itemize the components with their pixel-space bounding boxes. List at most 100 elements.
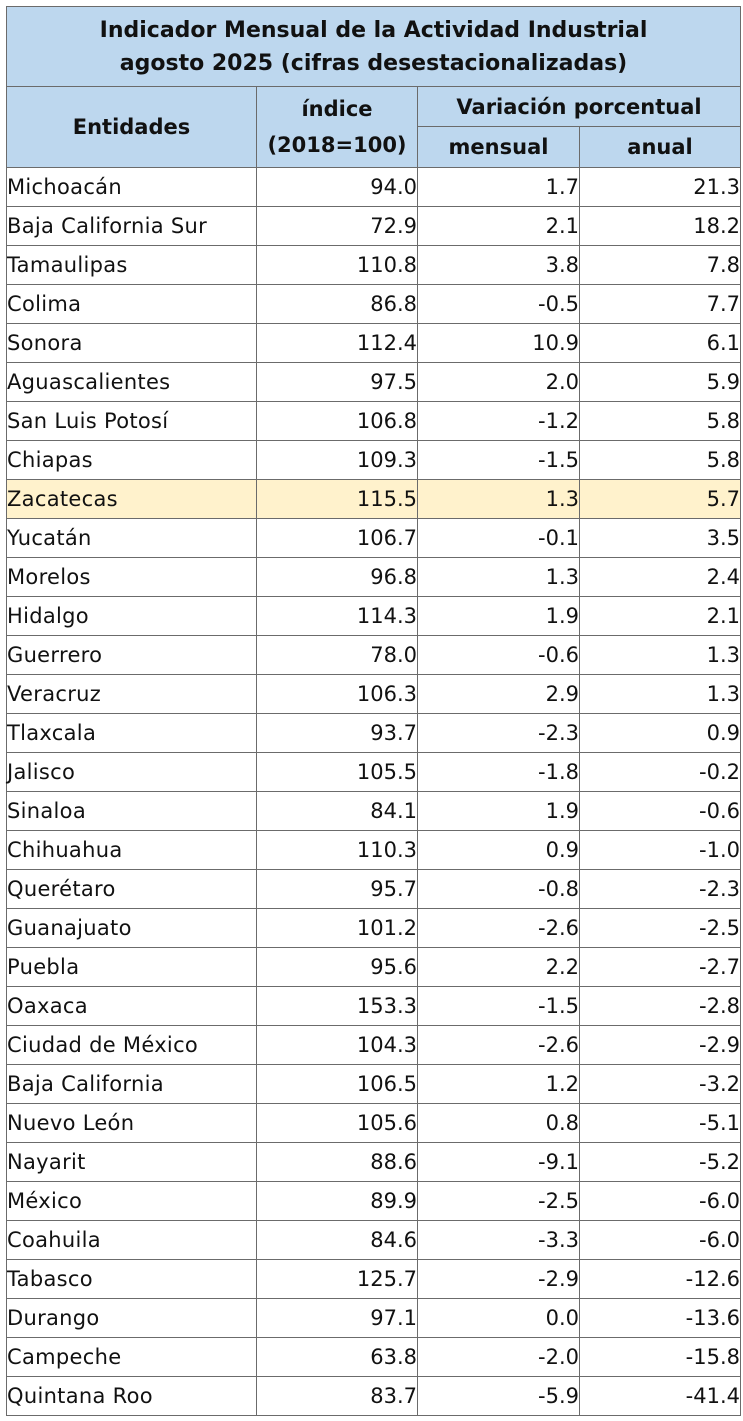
- cell-anual: -0.2: [578, 752, 742, 792]
- cell-entidad: Oaxaca: [6, 986, 257, 1026]
- column-header-indice-line2: (2018=100): [267, 133, 407, 157]
- table-row: Chihuahua 110.3 0.9 -1.0: [6, 830, 742, 870]
- cell-entidad: Coahuila: [6, 1220, 257, 1260]
- cell-mensual: -0.1: [417, 518, 580, 558]
- table-row: Baja California 106.5 1.2 -3.2: [6, 1064, 742, 1104]
- cell-indice: 106.7: [256, 518, 418, 558]
- cell-indice: 88.6: [256, 1142, 418, 1182]
- cell-mensual: -9.1: [417, 1142, 580, 1182]
- cell-entidad: Querétaro: [6, 869, 257, 909]
- cell-anual: 2.1: [578, 596, 742, 636]
- cell-entidad: Baja California Sur: [6, 206, 257, 246]
- cell-indice: 78.0: [256, 635, 418, 675]
- cell-anual: -5.2: [578, 1142, 742, 1182]
- cell-entidad: Michoacán: [6, 167, 257, 207]
- cell-anual: -1.0: [578, 830, 742, 870]
- table-row: Aguascalientes 97.5 2.0 5.9: [6, 362, 742, 402]
- cell-indice: 89.9: [256, 1181, 418, 1221]
- column-header-variacion: Variación porcentual: [416, 86, 742, 127]
- table-row: Querétaro 95.7 -0.8 -2.3: [6, 869, 742, 909]
- table-row: Guerrero 78.0 -0.6 1.3: [6, 635, 742, 675]
- cell-indice: 93.7: [256, 713, 418, 753]
- cell-mensual: 2.1: [417, 206, 580, 246]
- cell-indice: 153.3: [256, 986, 418, 1026]
- column-header-indice-line1: índice: [301, 97, 373, 121]
- cell-indice: 83.7: [256, 1376, 418, 1416]
- cell-mensual: 0.9: [417, 830, 580, 870]
- table-row: Nuevo León 105.6 0.8 -5.1: [6, 1103, 742, 1143]
- cell-indice: 96.8: [256, 557, 418, 597]
- table-row: Chiapas 109.3 -1.5 5.8: [6, 440, 742, 480]
- table-row: Hidalgo 114.3 1.9 2.1: [6, 596, 742, 636]
- cell-anual: 7.8: [578, 245, 742, 285]
- cell-anual: 5.8: [578, 401, 742, 441]
- cell-entidad: Tlaxcala: [6, 713, 257, 753]
- table-row: Oaxaca 153.3 -1.5 -2.8: [6, 986, 742, 1026]
- cell-entidad: México: [6, 1181, 257, 1221]
- table-row: Campeche 63.8 -2.0 -15.8: [6, 1337, 742, 1377]
- cell-anual: 7.7: [578, 284, 742, 324]
- cell-mensual: -2.6: [417, 1025, 580, 1065]
- cell-indice: 112.4: [256, 323, 418, 363]
- cell-indice: 105.5: [256, 752, 418, 792]
- cell-indice: 104.3: [256, 1025, 418, 1065]
- table-row: Jalisco 105.5 -1.8 -0.2: [6, 752, 742, 792]
- cell-mensual: 1.9: [417, 596, 580, 636]
- cell-mensual: -5.9: [417, 1376, 580, 1416]
- cell-indice: 109.3: [256, 440, 418, 480]
- column-header-mensual: mensual: [417, 126, 580, 168]
- cell-mensual: 1.3: [417, 557, 580, 597]
- table-row: Yucatán 106.7 -0.1 3.5: [6, 518, 742, 558]
- cell-indice: 95.7: [256, 869, 418, 909]
- cell-anual: -6.0: [578, 1181, 742, 1221]
- cell-entidad: Ciudad de México: [6, 1025, 257, 1065]
- cell-anual: -0.6: [578, 791, 742, 831]
- cell-anual: -5.1: [578, 1103, 742, 1143]
- cell-mensual: 0.0: [417, 1298, 580, 1338]
- table-title-line1: Indicador Mensual de la Actividad Indust…: [99, 17, 648, 43]
- cell-mensual: -1.5: [417, 986, 580, 1026]
- cell-entidad: Sonora: [6, 323, 257, 363]
- cell-anual: 1.3: [578, 635, 742, 675]
- table-row: Guanajuato 101.2 -2.6 -2.5: [6, 908, 742, 948]
- cell-entidad: Veracruz: [6, 674, 257, 714]
- cell-anual: -2.3: [578, 869, 742, 909]
- cell-entidad: Sinaloa: [6, 791, 257, 831]
- cell-anual: 0.9: [578, 713, 742, 753]
- cell-anual: 2.4: [578, 557, 742, 597]
- cell-indice: 110.8: [256, 245, 418, 285]
- cell-anual: 5.8: [578, 440, 742, 480]
- cell-entidad: Hidalgo: [6, 596, 257, 636]
- cell-mensual: -1.8: [417, 752, 580, 792]
- cell-mensual: -2.3: [417, 713, 580, 753]
- cell-mensual: -0.8: [417, 869, 580, 909]
- table-row: Morelos 96.8 1.3 2.4: [6, 557, 742, 597]
- table-row: Michoacán 94.0 1.7 21.3: [6, 167, 742, 207]
- column-header-entidades: Entidades: [6, 86, 257, 168]
- cell-anual: -3.2: [578, 1064, 742, 1104]
- cell-entidad: Colima: [6, 284, 257, 324]
- cell-mensual: 1.3: [417, 479, 580, 519]
- cell-mensual: -3.3: [417, 1220, 580, 1260]
- cell-mensual: -2.5: [417, 1181, 580, 1221]
- table-row: Coahuila 84.6 -3.3 -6.0: [6, 1220, 742, 1260]
- table-row: Quintana Roo 83.7 -5.9 -41.4: [6, 1376, 742, 1416]
- column-header-indice: índice (2018=100): [256, 86, 418, 168]
- industrial-activity-table: Indicador Mensual de la Actividad Indust…: [5, 6, 742, 1416]
- cell-mensual: 1.2: [417, 1064, 580, 1104]
- table-row: Durango 97.1 0.0 -13.6: [6, 1298, 742, 1338]
- table-row: Tlaxcala 93.7 -2.3 0.9: [6, 713, 742, 753]
- cell-indice: 84.1: [256, 791, 418, 831]
- column-header-anual: anual: [578, 126, 742, 168]
- cell-anual: -41.4: [578, 1376, 742, 1416]
- cell-mensual: -1.2: [417, 401, 580, 441]
- cell-entidad: Chiapas: [6, 440, 257, 480]
- cell-entidad: Chihuahua: [6, 830, 257, 870]
- cell-anual: 6.1: [578, 323, 742, 363]
- table-row: Ciudad de México 104.3 -2.6 -2.9: [6, 1025, 742, 1065]
- cell-mensual: 3.8: [417, 245, 580, 285]
- cell-entidad: Nuevo León: [6, 1103, 257, 1143]
- cell-mensual: -0.5: [417, 284, 580, 324]
- cell-indice: 110.3: [256, 830, 418, 870]
- cell-mensual: 2.9: [417, 674, 580, 714]
